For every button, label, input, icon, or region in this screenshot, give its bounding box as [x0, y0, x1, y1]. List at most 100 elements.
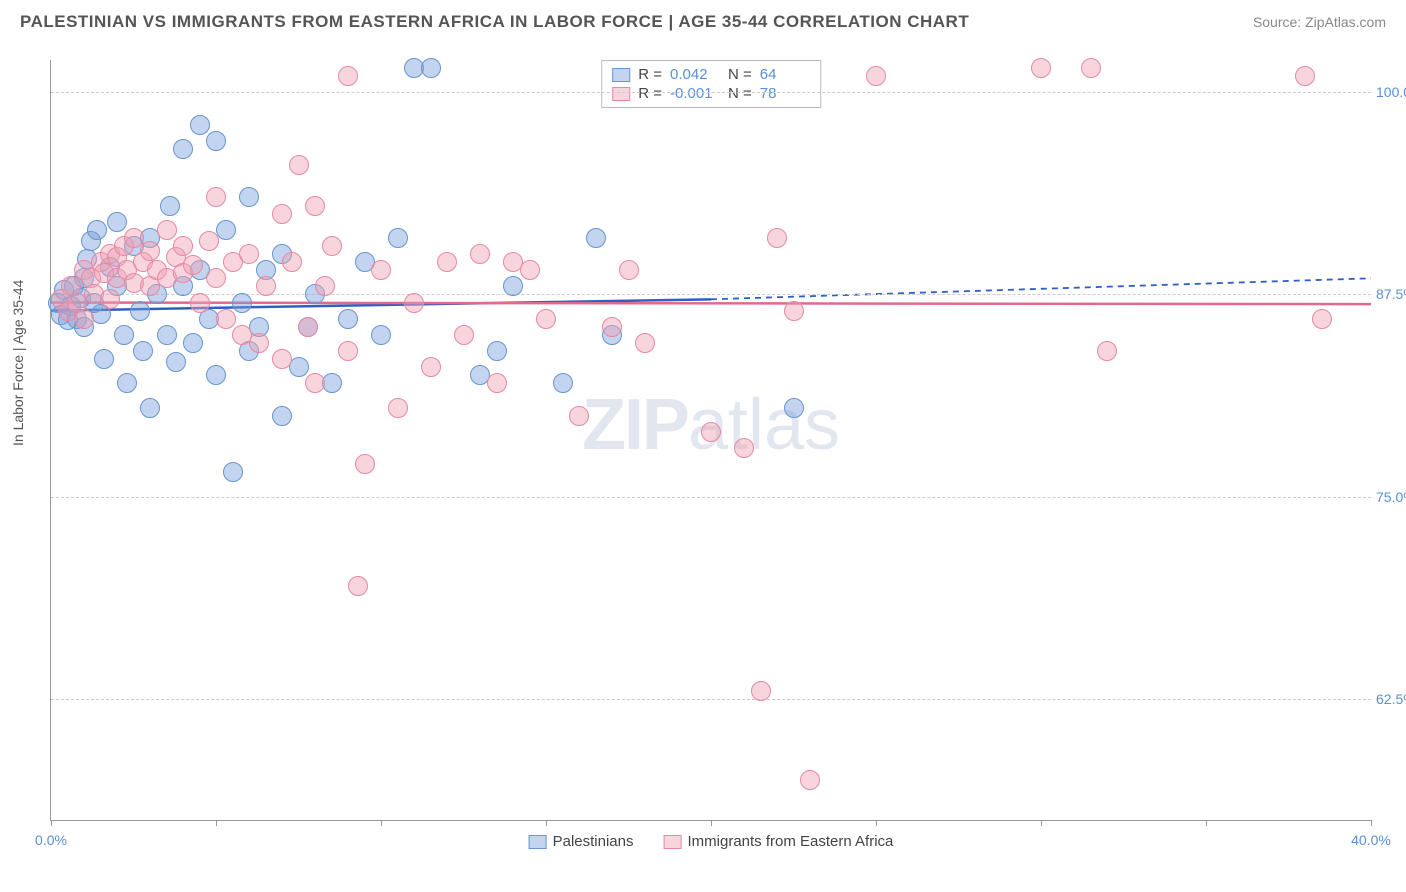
n-label: N = — [728, 66, 752, 83]
legend-label: Immigrants from Eastern Africa — [687, 833, 893, 850]
scatter-point-pink — [199, 231, 219, 251]
scatter-point-pink — [569, 406, 589, 426]
scatter-point-pink — [751, 681, 771, 701]
scatter-point-blue — [553, 373, 573, 393]
scatter-point-pink — [371, 260, 391, 280]
scatter-point-pink — [140, 241, 160, 261]
scatter-point-pink — [536, 309, 556, 329]
source-label: Source: ZipAtlas.com — [1253, 14, 1386, 30]
gridline-h — [51, 92, 1371, 93]
gridline-h — [51, 699, 1371, 700]
scatter-point-pink — [1081, 58, 1101, 78]
scatter-point-pink — [315, 276, 335, 296]
scatter-point-pink — [216, 309, 236, 329]
r-label: R = — [638, 66, 662, 83]
chart-title: PALESTINIAN VS IMMIGRANTS FROM EASTERN A… — [20, 12, 969, 32]
scatter-point-pink — [602, 317, 622, 337]
scatter-point-pink — [206, 268, 226, 288]
legend-swatch-pink — [663, 835, 681, 849]
scatter-point-pink — [289, 155, 309, 175]
scatter-point-pink — [701, 422, 721, 442]
scatter-point-pink — [734, 438, 754, 458]
legend-label: Palestinians — [553, 833, 634, 850]
scatter-point-pink — [355, 454, 375, 474]
swatch-blue — [612, 68, 630, 82]
scatter-point-pink — [100, 289, 120, 309]
scatter-point-pink — [767, 228, 787, 248]
scatter-point-blue — [232, 293, 252, 313]
n-label: N = — [728, 85, 752, 102]
scatter-point-blue — [94, 349, 114, 369]
chart-plot-area: ZIPatlas R =0.042N =64R =-0.001N =78 Pal… — [50, 60, 1371, 821]
scatter-point-blue — [388, 228, 408, 248]
scatter-point-blue — [487, 341, 507, 361]
x-tick — [876, 820, 877, 826]
scatter-point-blue — [160, 196, 180, 216]
gridline-h — [51, 497, 1371, 498]
y-tick-label: 100.0% — [1376, 84, 1406, 100]
scatter-point-blue — [272, 406, 292, 426]
watermark-bold: ZIP — [582, 385, 688, 465]
scatter-point-blue — [140, 398, 160, 418]
x-tick — [1206, 820, 1207, 826]
scatter-point-pink — [487, 373, 507, 393]
scatter-point-blue — [173, 139, 193, 159]
scatter-point-pink — [183, 255, 203, 275]
stats-row-blue: R = 0.042 N = 64 — [612, 65, 810, 84]
swatch-pink — [612, 87, 630, 101]
scatter-point-blue — [157, 325, 177, 345]
scatter-point-blue — [216, 220, 236, 240]
scatter-point-blue — [130, 301, 150, 321]
scatter-point-pink — [388, 398, 408, 418]
scatter-point-pink — [338, 341, 358, 361]
scatter-point-pink — [305, 196, 325, 216]
scatter-point-pink — [866, 66, 886, 86]
scatter-point-blue — [503, 276, 523, 296]
scatter-point-blue — [117, 373, 137, 393]
stats-row-pink: R =-0.001N =78 — [612, 84, 810, 103]
x-tick — [1371, 820, 1372, 826]
scatter-point-pink — [239, 244, 259, 264]
r-label: R = — [638, 85, 662, 102]
scatter-point-blue — [190, 115, 210, 135]
y-axis-label: In Labor Force | Age 35-44 — [10, 280, 26, 446]
scatter-point-pink — [454, 325, 474, 345]
legend-item-blue: Palestinians — [529, 833, 634, 850]
y-tick-label: 87.5% — [1376, 286, 1406, 302]
x-tick — [546, 820, 547, 826]
scatter-point-blue — [223, 462, 243, 482]
n-value: 64 — [760, 66, 810, 83]
x-tick — [216, 820, 217, 826]
y-tick-label: 75.0% — [1376, 489, 1406, 505]
scatter-point-pink — [74, 309, 94, 329]
trend-line-dash-blue — [711, 278, 1371, 299]
scatter-point-blue — [133, 341, 153, 361]
x-tick — [51, 820, 52, 826]
scatter-point-pink — [800, 770, 820, 790]
r-value: -0.001 — [670, 85, 720, 102]
scatter-point-pink — [1031, 58, 1051, 78]
scatter-point-pink — [338, 66, 358, 86]
r-value: 0.042 — [670, 66, 720, 83]
scatter-point-pink — [404, 293, 424, 313]
scatter-point-pink — [470, 244, 490, 264]
scatter-point-blue — [166, 352, 186, 372]
x-tick — [711, 820, 712, 826]
scatter-point-pink — [206, 187, 226, 207]
legend-item-pink: Immigrants from Eastern Africa — [663, 833, 893, 850]
y-tick-label: 62.5% — [1376, 691, 1406, 707]
scatter-point-pink — [1097, 341, 1117, 361]
x-tick-label: 40.0% — [1351, 832, 1391, 848]
x-tick — [381, 820, 382, 826]
scatter-point-blue — [421, 58, 441, 78]
scatter-point-pink — [272, 204, 292, 224]
stats-legend: R =0.042N =64R =-0.001N =78 — [601, 60, 821, 108]
scatter-point-pink — [784, 301, 804, 321]
scatter-point-pink — [173, 236, 193, 256]
scatter-point-blue — [114, 325, 134, 345]
scatter-point-pink — [305, 373, 325, 393]
scatter-point-blue — [107, 212, 127, 232]
scatter-point-blue — [239, 187, 259, 207]
scatter-point-blue — [206, 131, 226, 151]
scatter-point-pink — [256, 276, 276, 296]
